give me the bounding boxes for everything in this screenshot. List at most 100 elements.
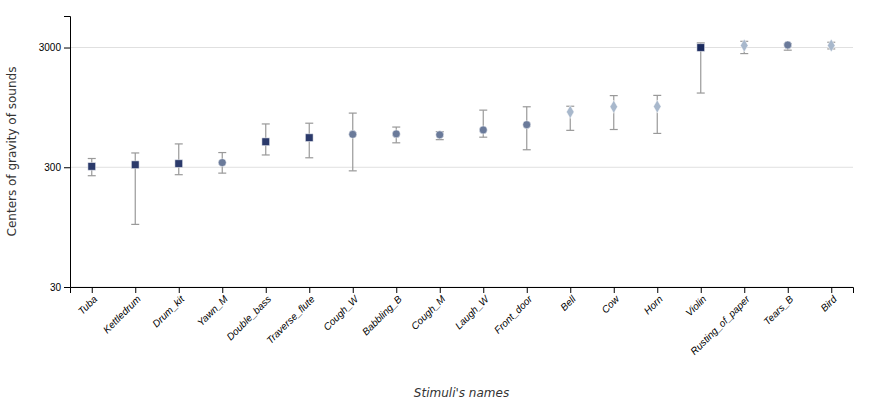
x-tick-mark — [440, 287, 441, 293]
x-tick-mark — [179, 287, 180, 293]
point — [740, 39, 748, 52]
x-tick: Violin — [683, 287, 708, 318]
error-bar-cap-high — [262, 123, 270, 124]
x-tick: Cough_W — [321, 287, 361, 333]
error-bar-cap-high — [523, 106, 531, 107]
point — [131, 161, 139, 169]
y-tick-mark — [64, 167, 70, 168]
y-tick-mark — [64, 287, 70, 288]
error-bar — [436, 132, 444, 140]
x-tick: Bird — [818, 287, 839, 314]
x-tick-label: Tuba — [76, 293, 100, 317]
x-tick: Laugh_W — [453, 287, 492, 331]
error-bar-cap-high — [653, 95, 661, 96]
x-tick-label: Tears_B — [761, 293, 795, 327]
x-axis-line — [71, 288, 854, 294]
x-tick-mark — [788, 287, 789, 293]
error-bar — [349, 113, 357, 171]
x-tick-mark — [222, 287, 223, 293]
point — [436, 131, 444, 139]
error-bar — [653, 95, 661, 133]
x-tick-label: Drum_kit — [150, 293, 187, 330]
error-bar — [697, 43, 705, 93]
point — [523, 121, 531, 129]
error-bar-line — [352, 113, 353, 171]
x-tick-mark — [701, 287, 702, 293]
point — [392, 130, 400, 138]
error-bar-cap-high — [88, 158, 96, 159]
error-bar — [305, 123, 313, 158]
x-tick-label: Yawn_M — [195, 293, 230, 328]
x-tick: Double_bass — [224, 287, 273, 342]
point — [262, 138, 270, 146]
x-tick-label: Kettledrum — [101, 293, 143, 335]
x-tick-label: Horn — [642, 293, 665, 316]
error-bar-cap-low — [740, 53, 748, 54]
x-tick: Drum_kit — [150, 287, 187, 329]
x-tick-mark — [92, 287, 93, 293]
x-tick-mark — [396, 287, 397, 293]
y-tick: 300 — [44, 162, 70, 173]
error-bar-cap-low — [88, 175, 96, 176]
x-tick-mark — [614, 287, 615, 293]
error-bar-cap-low — [653, 133, 661, 134]
y-axis: 303003000 — [39, 17, 71, 293]
point — [566, 105, 574, 118]
error-bar — [523, 107, 531, 150]
marks — [88, 39, 836, 224]
x-tick: Tears_B — [761, 287, 795, 327]
y-axis-line — [64, 17, 71, 288]
x-tick: Horn — [642, 287, 665, 316]
y-axis-title: Centers of gravity of sounds — [5, 67, 19, 237]
x-tick: Babbling_B — [360, 287, 404, 337]
error-bar — [566, 106, 574, 130]
x-tick: Bell — [558, 287, 578, 313]
error-bar-cap-low — [436, 139, 444, 140]
x-tick: Tuba — [76, 287, 100, 317]
point — [827, 39, 835, 52]
x-tick-label: Violin — [683, 293, 708, 318]
error-bar-cap-high — [610, 95, 618, 96]
point — [784, 41, 792, 49]
x-tick-label: Laugh_W — [453, 292, 492, 331]
point — [697, 44, 705, 52]
point — [88, 163, 96, 171]
error-bar-cap-low — [131, 224, 139, 225]
error-bar — [175, 144, 183, 175]
point — [175, 160, 183, 168]
x-tick-mark — [570, 287, 571, 293]
error-bar-cap-high — [392, 126, 400, 127]
error-bar — [262, 124, 270, 155]
x-tick-label: Traverse_flute — [264, 293, 317, 346]
x-tick-label: Babbling_B — [360, 293, 404, 337]
y-tick-label: 3000 — [39, 42, 62, 53]
error-bar-cap-high — [131, 152, 139, 153]
x-tick-mark — [483, 287, 484, 293]
x-tick-label: Cough_M — [409, 293, 448, 332]
y-tick-label: 300 — [44, 162, 61, 173]
x-tick-label: Bell — [558, 293, 578, 313]
x-tick-mark — [657, 287, 658, 293]
error-bar-cap-high — [218, 152, 226, 153]
x-tick: Rusting_of_paper — [688, 287, 752, 357]
error-bar-cap-high — [479, 110, 487, 111]
x-tick: Cow — [599, 287, 621, 315]
error-bar-cap-high — [175, 143, 183, 144]
point — [305, 134, 313, 142]
x-tick-mark — [527, 287, 528, 293]
error-bar — [131, 153, 139, 224]
x-tick-mark — [353, 287, 354, 293]
error-bar-line — [178, 144, 179, 175]
x-tick-label: Rusting_of_paper — [688, 293, 752, 357]
error-bar-cap-high — [697, 42, 705, 43]
x-tick-label: Cough_W — [321, 292, 361, 332]
error-bar-cap-low — [218, 173, 226, 174]
x-axis: TubaKettledrumDrum_kitYawn_MDouble_bassT… — [71, 287, 854, 357]
error-bar-cap-low — [175, 174, 183, 175]
grid — [70, 48, 853, 287]
error-bar-cap-low — [349, 170, 357, 171]
error-bar-cap-low — [784, 50, 792, 51]
grid-line — [70, 47, 853, 48]
x-tick: Traverse_flute — [264, 287, 317, 346]
x-axis-title: Stimuli's names — [414, 386, 509, 400]
